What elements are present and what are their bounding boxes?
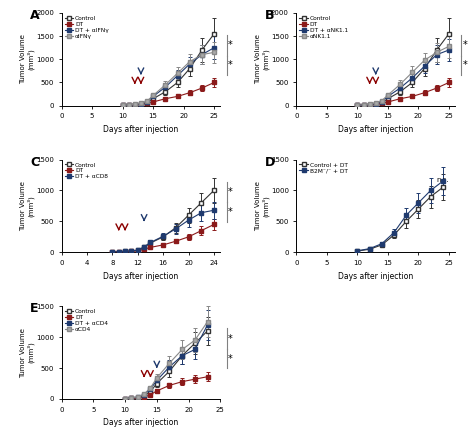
Text: *: * bbox=[228, 353, 233, 364]
Y-axis label: Tumor Volume
(mm³): Tumor Volume (mm³) bbox=[255, 181, 269, 231]
Legend: Control + DT, B2M⁻/⁻ + DT: Control + DT, B2M⁻/⁻ + DT bbox=[299, 163, 348, 173]
X-axis label: Days after injection: Days after injection bbox=[338, 272, 413, 281]
Text: n.s.: n.s. bbox=[436, 177, 448, 183]
Y-axis label: Tumor Volume
(mm³): Tumor Volume (mm³) bbox=[255, 34, 269, 84]
Text: B: B bbox=[264, 9, 274, 22]
Y-axis label: Tumor Volume
(mm³): Tumor Volume (mm³) bbox=[20, 328, 35, 378]
Text: *: * bbox=[463, 40, 468, 50]
Text: *: * bbox=[228, 40, 233, 50]
Legend: Control, DT, DT + αCD8: Control, DT, DT + αCD8 bbox=[64, 163, 108, 179]
X-axis label: Days after injection: Days after injection bbox=[103, 272, 179, 281]
X-axis label: Days after injection: Days after injection bbox=[103, 418, 179, 427]
Y-axis label: Tumor Volume
(mm³): Tumor Volume (mm³) bbox=[20, 34, 35, 84]
Text: *: * bbox=[228, 60, 233, 70]
Text: D: D bbox=[264, 156, 275, 169]
Text: *: * bbox=[463, 60, 468, 70]
Y-axis label: Tumor Volume
(mm³): Tumor Volume (mm³) bbox=[20, 181, 35, 231]
Legend: Control, DT, DT + αNK1.1, αNK1.1: Control, DT, DT + αNK1.1, αNK1.1 bbox=[299, 16, 348, 39]
X-axis label: Days after injection: Days after injection bbox=[338, 125, 413, 134]
Text: *: * bbox=[228, 334, 233, 344]
Text: C: C bbox=[30, 156, 39, 169]
Legend: Control, DT, DT + αCD4, αCD4: Control, DT, DT + αCD4, αCD4 bbox=[64, 309, 108, 332]
Text: E: E bbox=[30, 302, 38, 315]
Text: A: A bbox=[30, 9, 39, 22]
Legend: Control, DT, DT + αIFNγ, αIFNγ: Control, DT, DT + αIFNγ, αIFNγ bbox=[64, 16, 109, 39]
X-axis label: Days after injection: Days after injection bbox=[103, 125, 179, 134]
Text: *: * bbox=[228, 207, 233, 217]
Text: *: * bbox=[228, 187, 233, 197]
